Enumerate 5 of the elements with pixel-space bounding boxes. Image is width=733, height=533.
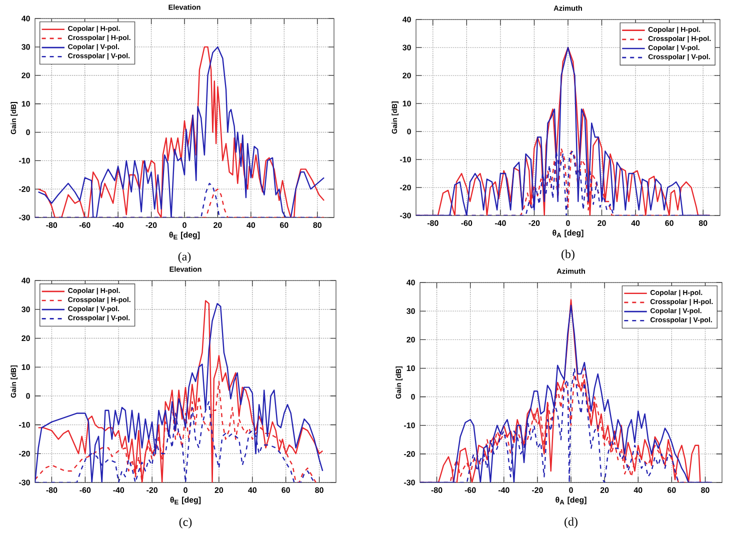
- text: (d): [564, 517, 578, 528]
- text: (a): [178, 252, 191, 264]
- line-series: [38, 46, 325, 218]
- text: (b): [562, 250, 574, 261]
- text: (c): [179, 518, 192, 528]
